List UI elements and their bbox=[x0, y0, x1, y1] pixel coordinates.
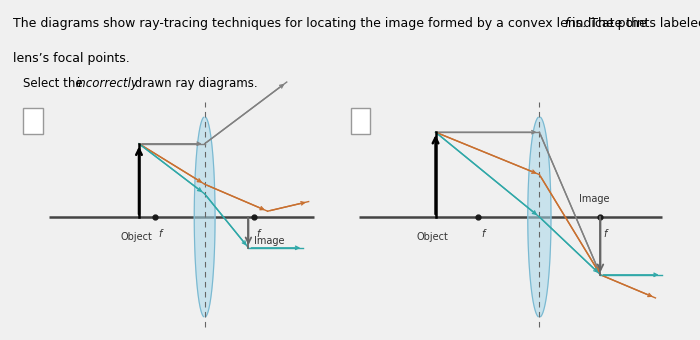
Text: The diagrams show ray-tracing techniques for locating the image formed by a conv: The diagrams show ray-tracing techniques… bbox=[13, 17, 700, 30]
Text: indicate the: indicate the bbox=[568, 17, 647, 30]
Text: incorrectly: incorrectly bbox=[76, 77, 138, 90]
Text: Image: Image bbox=[579, 194, 610, 204]
Text: lens’s focal points.: lens’s focal points. bbox=[13, 52, 130, 65]
Bar bbox=[23, 107, 43, 134]
Text: Object: Object bbox=[416, 233, 449, 242]
Text: f: f bbox=[158, 228, 162, 239]
Bar bbox=[351, 107, 370, 134]
Text: f: f bbox=[564, 17, 569, 30]
Text: Object: Object bbox=[120, 233, 152, 242]
Text: f: f bbox=[257, 228, 260, 239]
Text: f: f bbox=[603, 228, 607, 239]
Polygon shape bbox=[195, 117, 215, 317]
Text: drawn ray diagrams.: drawn ray diagrams. bbox=[132, 77, 258, 90]
Text: f: f bbox=[482, 228, 484, 239]
Text: Select the: Select the bbox=[23, 77, 87, 90]
Polygon shape bbox=[528, 117, 551, 317]
Text: Image: Image bbox=[254, 236, 284, 246]
